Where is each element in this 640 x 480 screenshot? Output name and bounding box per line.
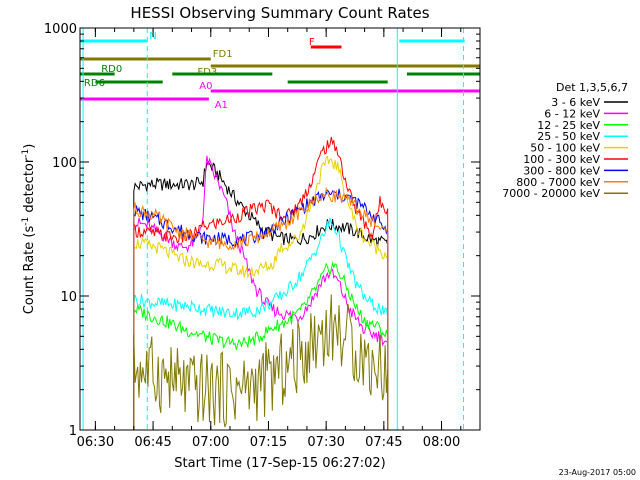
- instrument-flag-bars: NFFD1FD3RD0RD6A0A1: [80, 31, 480, 111]
- x-tick-label: 07:45: [365, 435, 402, 450]
- legend-entry-label: 100 - 300 keV: [523, 153, 600, 166]
- y-axis-label: Count Rate (s-1 detector-1): [21, 144, 37, 315]
- series-line: [133, 136, 389, 430]
- x-tick-label: 06:45: [134, 435, 171, 450]
- series-line: [133, 155, 389, 430]
- legend-entry-label: 300 - 800 keV: [523, 164, 600, 177]
- legend-entry-label: 3 - 6 keV: [551, 96, 600, 109]
- legend-entry-label: 7000 - 20000 keV: [502, 187, 600, 200]
- y-axis-ticks: 1 10 100 1000: [44, 22, 480, 439]
- legend-header: Det 1,3,5,6,7: [556, 81, 628, 94]
- x-tick-label: 07:30: [307, 435, 344, 450]
- flag-label: FD1: [213, 49, 233, 60]
- flag-label: A1: [215, 100, 228, 111]
- chart-title: HESSI Observing Summary Count Rates: [130, 4, 429, 22]
- x-axis-label: Start Time (17-Sep-15 06:27:02): [174, 456, 385, 471]
- plot-frame: [79, 27, 481, 431]
- series-line: [133, 186, 389, 430]
- y-tick-label: 10: [60, 290, 77, 305]
- flag-label: A0: [199, 81, 212, 92]
- series-line: [133, 261, 389, 430]
- legend-entry-label: 12 - 25 keV: [537, 119, 600, 132]
- flag-label: RD6: [84, 78, 105, 89]
- legend-entry-label: 800 - 7000 keV: [516, 176, 600, 189]
- y-tick-label: 1000: [44, 22, 77, 37]
- flag-label: F: [309, 37, 315, 48]
- x-tick-label: 07:15: [250, 435, 287, 450]
- legend-entry-label: 50 - 100 keV: [530, 142, 600, 155]
- legend-entry-label: 25 - 50 keV: [537, 130, 600, 143]
- flag-label: RD0: [101, 64, 122, 75]
- y-tick-label: 100: [52, 156, 77, 171]
- generation-date: 23-Aug-2017 05:00: [559, 468, 636, 477]
- count-rate-series: [133, 136, 389, 430]
- series-line: [133, 217, 389, 430]
- x-axis-ticks: 06:30 06:45 07:00 07:15 07:30 07:45 08:00: [77, 28, 481, 450]
- legend-entry-label: 6 - 12 keV: [544, 107, 600, 120]
- x-tick-label: 07:00: [192, 435, 229, 450]
- x-tick-label: 06:30: [77, 435, 114, 450]
- x-tick-label: 08:00: [423, 435, 460, 450]
- series-line: [133, 294, 389, 430]
- y-tick-label: 1: [69, 424, 77, 439]
